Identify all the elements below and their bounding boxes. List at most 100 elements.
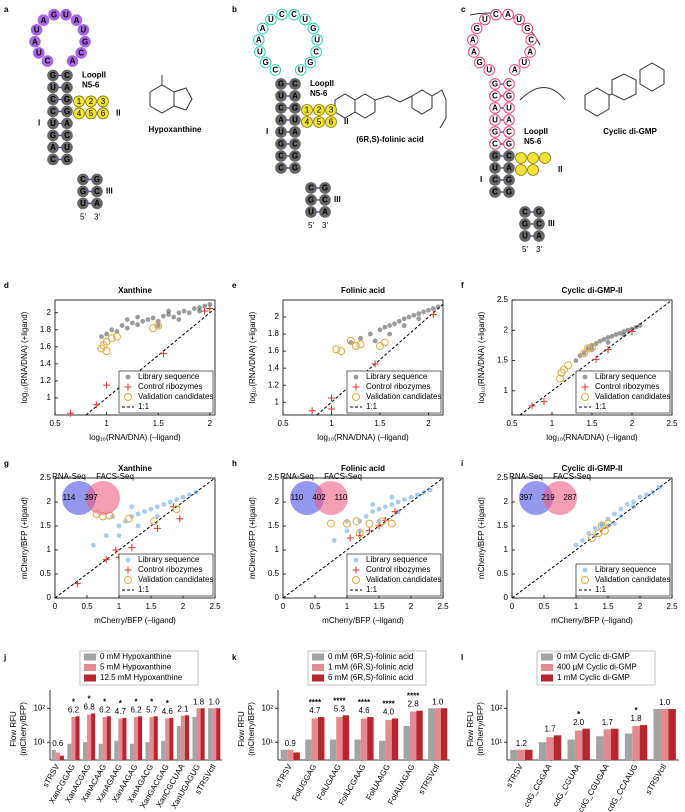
loopII-nucleotide: [97, 107, 109, 120]
y-tick-label: 1.4: [268, 363, 280, 372]
loop-nucleotide: [60, 8, 72, 21]
legend-label: 6 mM (6R,S)-folinic acid: [328, 673, 413, 682]
y-tick-label: 10¹: [490, 737, 502, 746]
y-tick-label: 2: [504, 497, 509, 506]
bar: [180, 715, 185, 760]
bar: [51, 749, 56, 760]
stem-nucleotide: [61, 153, 73, 166]
y-axis-label: (mCherry/BFP): [476, 702, 485, 756]
y-tick-label: 1.6: [268, 346, 280, 355]
significance: *: [72, 697, 76, 706]
stem-nucleotide: [319, 194, 331, 206]
bar: [596, 736, 604, 760]
bar: [208, 708, 213, 760]
stem-nucleotide: [489, 126, 501, 138]
bar: [525, 749, 533, 760]
library-point: [150, 315, 156, 321]
legend-label: Library sequence: [595, 565, 657, 574]
stem-nucleotide: [47, 105, 59, 118]
stem-nucleotide: [275, 162, 287, 174]
fold-change: 6.8: [84, 703, 96, 712]
loop-nucleotide: [525, 34, 537, 46]
y-axis-label: Flow RFU: [237, 711, 246, 747]
bar: [305, 739, 312, 760]
y-axis-label: (mCherry/BFP): [247, 702, 256, 756]
bar: [91, 713, 96, 760]
control-point: [429, 310, 437, 318]
control-point: [102, 556, 110, 564]
library-point: [148, 506, 154, 512]
stem-nucleotide-letter: C: [506, 80, 512, 89]
legend-label: 12.5 mM Hypoxanthine: [100, 673, 183, 682]
library-point: [618, 506, 624, 512]
candidate-point: [154, 321, 163, 330]
library-point: [631, 499, 636, 505]
loopII-nucleotide: [539, 152, 551, 164]
library-point: [592, 526, 598, 531]
stem-nucleotide: [503, 102, 515, 114]
stem-nucleotide: [489, 186, 501, 198]
stem-nucleotide: [289, 102, 301, 114]
loop-nucleotide-letter: U: [257, 48, 263, 57]
stem-nucleotide-letter: U: [80, 199, 86, 208]
bar: [118, 718, 123, 760]
library-point: [382, 324, 388, 330]
y-tick-label: 10²: [490, 703, 502, 712]
x-tick-label: 2: [630, 419, 635, 428]
loop-nucleotide: [256, 22, 269, 35]
loop-nucleotide: [79, 35, 91, 48]
x-tick-label: 2.5: [666, 419, 678, 428]
cdg-ring: [639, 62, 665, 92]
loop-nucleotide-letter: C: [313, 48, 319, 57]
loop-nucleotide-letter: A: [41, 16, 47, 25]
control-point: [308, 407, 316, 415]
candidate-point: [600, 526, 609, 535]
bar: [582, 728, 590, 760]
stem-nucleotide: [289, 150, 301, 162]
loopII-nucleotide: [325, 116, 337, 128]
bar: [196, 708, 201, 760]
loopII-nucleotide: [313, 116, 325, 128]
bar: [416, 710, 423, 760]
stem-nucleotide: [47, 141, 59, 154]
stem-nucleotide-letter: A: [50, 143, 56, 152]
library-point: [114, 329, 120, 334]
loop-nucleotide-letter: U: [521, 58, 527, 67]
library-point: [389, 502, 395, 507]
legend-label: Validation candidates: [138, 392, 213, 401]
end-label: 5′: [522, 245, 528, 254]
loopII-number: 5: [89, 109, 94, 118]
bar: [318, 717, 325, 760]
library-point: [166, 308, 171, 314]
library-point: [624, 502, 630, 507]
significance: *: [103, 697, 107, 706]
y-tick-label: 2.5: [497, 295, 509, 304]
stem-nucleotide: [91, 185, 103, 198]
bar: [87, 714, 92, 760]
x-tick-label: 0.5: [309, 602, 321, 611]
library-point: [109, 327, 115, 333]
x-axis-label: mCherry/BFP (–ligand): [551, 616, 633, 625]
stem-nucleotide-letter: A: [292, 128, 298, 137]
candidate-point: [343, 519, 351, 528]
bar: [567, 739, 575, 760]
ligand-name: (6R,S)-folinic acid: [356, 135, 424, 144]
loop-nucleotide-letter: A: [527, 48, 533, 57]
legend-box: [79, 650, 199, 686]
stem-nucleotide-letter: G: [506, 176, 512, 185]
library-point: [99, 334, 104, 340]
y-axis-label: log₁₀(RNA/DNA) (+ligand): [477, 311, 486, 403]
loop-nucleotide-letter: C: [78, 49, 84, 58]
x-tick-label: 2: [638, 602, 643, 611]
x-tick-label: 0.5: [506, 419, 518, 428]
library-point: [621, 332, 627, 338]
candidate-point: [332, 345, 341, 354]
y-axis-label: mCherry/BFP (+ligand): [248, 497, 257, 579]
panel-letter: d: [4, 281, 9, 290]
venn-set-label: RNA-Seq: [52, 472, 86, 481]
x-tick-label: 1.5: [153, 419, 165, 428]
loop-nucleotide: [299, 13, 311, 26]
library-point: [389, 494, 395, 500]
x-tick-label: FolUAAGG: [364, 763, 392, 802]
loopII-number: 3: [329, 106, 334, 115]
